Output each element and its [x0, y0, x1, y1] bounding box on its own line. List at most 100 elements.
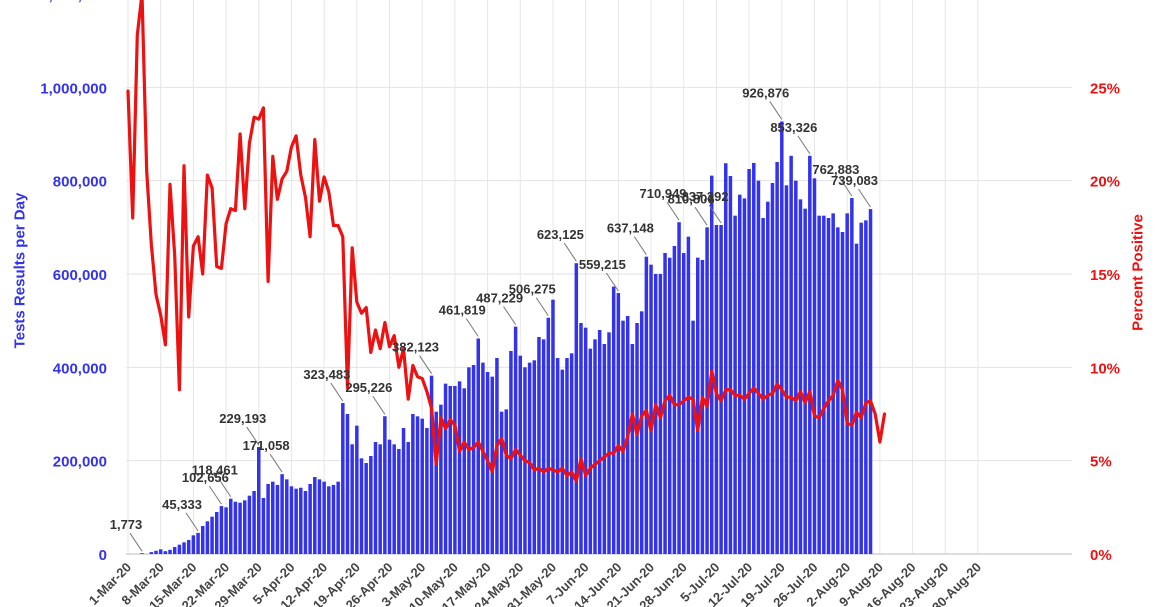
left-tick-label: 1,200,000 [40, 0, 107, 4]
data-label: 559,215 [579, 257, 626, 272]
right-tick-label: 25% [1090, 80, 1120, 97]
left-tick-label: 800,000 [53, 174, 107, 191]
bar [406, 442, 410, 554]
bar [294, 488, 298, 554]
right-axis-ticks: 0% 5% 10% 15% 20% 25% 30% [1090, 0, 1120, 564]
bar [168, 549, 172, 554]
bar [210, 516, 214, 554]
bar [574, 263, 579, 554]
left-axis-title: Tests Results per Day [11, 192, 29, 349]
bar [499, 411, 504, 554]
bar [738, 194, 742, 554]
bar [756, 180, 761, 554]
bar [443, 383, 448, 554]
bar [812, 178, 817, 555]
bar [695, 257, 700, 554]
bar [831, 213, 835, 555]
bar [583, 327, 588, 554]
bar [182, 542, 186, 554]
bar [597, 330, 602, 554]
bar [681, 253, 686, 554]
bar [149, 552, 154, 554]
bar [822, 215, 826, 554]
right-tick-label: 0% [1090, 547, 1112, 564]
bar [602, 344, 607, 554]
leader-line [330, 382, 344, 402]
leader-line [419, 355, 432, 374]
bar [191, 535, 196, 554]
bar [495, 358, 499, 554]
bar [247, 495, 252, 554]
leader-line [372, 395, 386, 415]
data-label: 739,083 [831, 173, 878, 188]
data-label: 295,226 [345, 380, 392, 395]
bar [560, 369, 565, 554]
bar [593, 339, 597, 554]
bar [850, 197, 854, 555]
bar [653, 274, 658, 554]
left-tick-label: 200,000 [53, 454, 107, 471]
data-label: 1,773 [110, 517, 143, 532]
data-label: 710,949 [640, 186, 687, 201]
leader-line [666, 201, 680, 221]
bar [224, 507, 228, 554]
bar [644, 256, 649, 554]
leader-line [269, 453, 283, 473]
data-label: 487,229 [476, 291, 523, 306]
bar [172, 547, 177, 554]
bar [527, 362, 532, 554]
bar [826, 218, 831, 554]
bar [401, 428, 406, 554]
bar [350, 444, 354, 554]
x-axis-ticks: 1-Mar-208-Mar-2015-Mar-2022-Mar-2029-Mar… [86, 560, 984, 607]
bar [761, 218, 765, 554]
leader-line [208, 485, 222, 505]
bar [186, 540, 191, 554]
data-label: 810,806 [668, 191, 715, 206]
bar [345, 414, 350, 554]
bar [733, 215, 737, 554]
bar [504, 409, 509, 554]
bar [299, 487, 303, 554]
data-label: 171,058 [243, 438, 290, 453]
bar [219, 506, 224, 554]
right-tick-label: 30% [1090, 0, 1120, 4]
bar [817, 215, 821, 554]
leader-line [694, 207, 708, 226]
bar [177, 544, 182, 554]
data-label: 461,819 [439, 302, 486, 317]
leader-line [839, 177, 853, 197]
leader-line [797, 135, 811, 155]
bar [724, 163, 728, 554]
bar [752, 162, 756, 554]
bar [639, 311, 644, 554]
bar [317, 479, 322, 554]
annotation-leaders [129, 101, 871, 552]
left-axis-ticks: 0 200,000 400,000 600,000 800,000 1,000,000 1,… [40, 0, 107, 564]
bar [271, 481, 275, 554]
bar [686, 236, 691, 554]
bar [355, 425, 359, 554]
data-label: 637,148 [607, 221, 654, 236]
bar [238, 502, 242, 554]
bar [252, 491, 256, 554]
bar [261, 498, 266, 554]
bar [728, 176, 733, 554]
bar [163, 551, 168, 554]
bar [766, 201, 770, 554]
bar [509, 351, 513, 554]
bar [411, 414, 415, 554]
bar [569, 353, 574, 554]
bar [864, 220, 868, 555]
bar [425, 428, 429, 554]
leader-line [246, 426, 260, 446]
left-tick-label: 400,000 [53, 360, 107, 377]
data-label: 229,193 [219, 411, 266, 426]
bar [555, 358, 560, 554]
bar [158, 549, 163, 554]
bar [579, 323, 583, 554]
data-label: 102,656 [182, 470, 229, 485]
bar [798, 199, 803, 555]
bar [266, 484, 270, 554]
bar [630, 344, 635, 554]
